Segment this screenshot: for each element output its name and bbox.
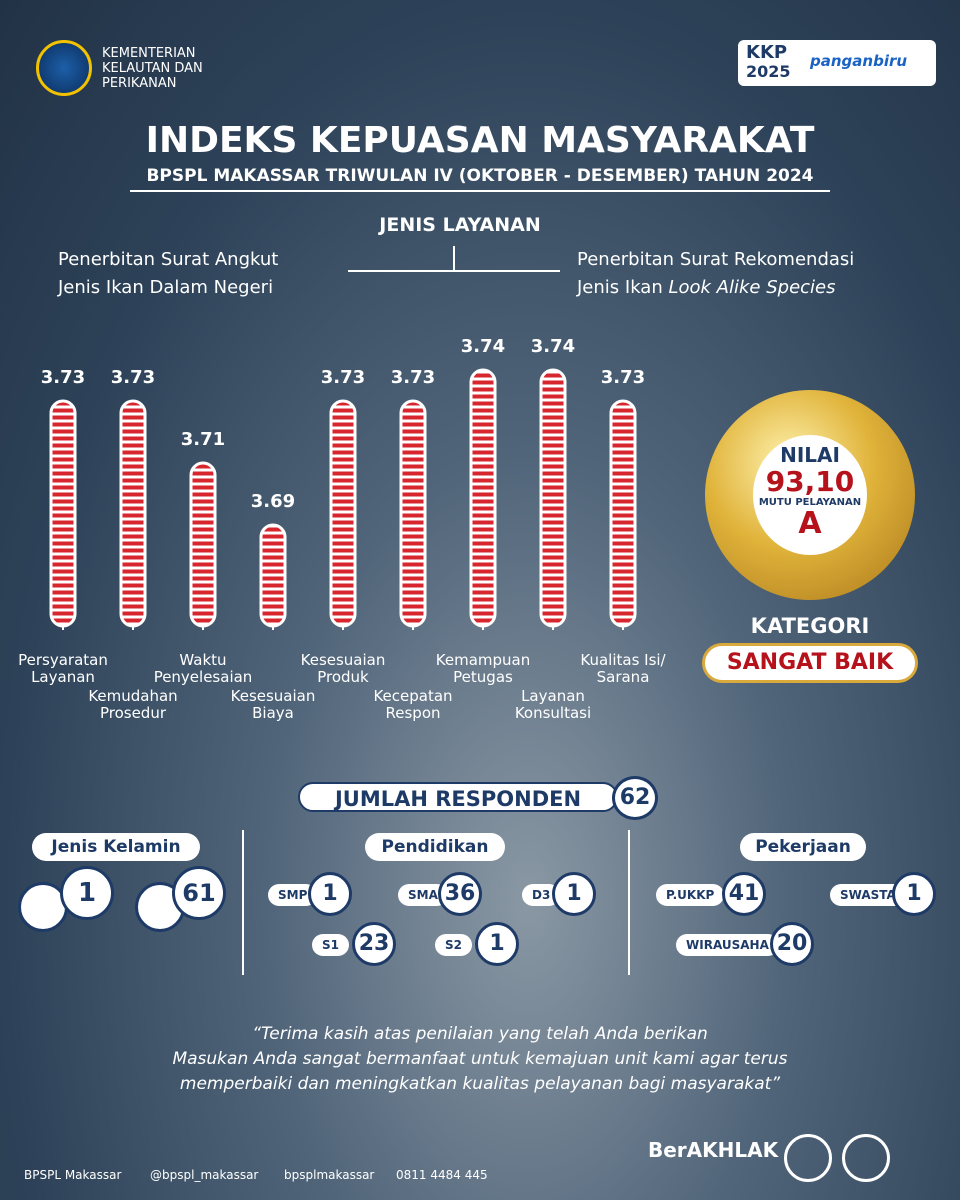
quality-label: MUTU PELAYANAN — [758, 497, 862, 508]
quote: “Terima kasih atas penilaian yang telah … — [0, 1022, 960, 1097]
bar-chart: 3.73 3.73 3.71 3.69 3.73 3.73 3.74 3.74 3.73 — [41, 336, 645, 630]
score-medal: NILAI 93,10 MUTU PELAYANAN A — [705, 390, 915, 600]
divider — [348, 270, 560, 272]
value-label: 3.73 — [111, 367, 155, 388]
score-inner: NILAI 93,10 MUTU PELAYANAN A — [753, 435, 867, 555]
score-value: 93,10 — [765, 465, 855, 498]
value-label: 3.73 — [41, 367, 85, 388]
logo-text: 2025 — [746, 62, 791, 81]
group-title: Jenis Kelamin — [32, 833, 200, 861]
service-left: Penerbitan Surat Angkut Jenis Ikan Dalam… — [58, 246, 278, 302]
divider — [628, 830, 630, 975]
respondents-total: 62 — [612, 776, 658, 820]
item-name: D3 — [522, 884, 561, 906]
category-label: Waktu Penyelesaian — [153, 651, 253, 686]
group-title: Pekerjaan — [740, 833, 866, 861]
quote-line: “Terima kasih atas penilaian yang telah … — [252, 1024, 708, 1044]
instagram: bpsplmakassar — [284, 1168, 375, 1182]
value-label: 3.69 — [251, 491, 295, 512]
quote-line: Masukan Anda sangat bermanfaat untuk kem… — [172, 1049, 788, 1069]
whatsapp: 0811 4484 445 — [396, 1168, 488, 1182]
service-heading: JENIS LAYANAN — [379, 214, 541, 236]
category-label: Kemampuan Petugas — [435, 651, 531, 686]
bar — [399, 399, 427, 628]
facebook: BPSPL Makassar — [24, 1168, 122, 1182]
logo-text: KKP — [746, 42, 788, 63]
service-line: Penerbitan Surat Angkut — [58, 249, 279, 270]
item-count: 23 — [352, 922, 396, 966]
bar — [189, 461, 217, 628]
category-label: Kemudahan Prosedur — [88, 687, 178, 722]
ministry-line: KEMENTERIAN — [102, 46, 196, 61]
category-label: Persyaratan Layanan — [18, 651, 108, 686]
value-label: 3.73 — [391, 367, 435, 388]
bar — [539, 368, 567, 628]
respondents-label: JUMLAH RESPONDEN — [298, 782, 618, 812]
item-count: 1 — [552, 872, 596, 916]
logo-text: panganbiru — [810, 52, 908, 70]
ministry-line: KELAUTAN DAN — [102, 61, 203, 76]
value-label: 3.71 — [181, 429, 225, 450]
item-name: S1 — [312, 934, 349, 956]
item-count: 1 — [892, 872, 936, 916]
item-count: 36 — [438, 872, 482, 916]
value-label: 3.74 — [461, 336, 505, 357]
category-label: Layanan Konsultasi — [514, 687, 592, 722]
bar — [49, 399, 77, 628]
title: INDEKS KEPUASAN MASYARAKAT — [145, 120, 815, 161]
ministry-line: PERIKANAN — [102, 76, 177, 91]
bar — [469, 368, 497, 628]
divider — [242, 830, 244, 975]
category-label: Kecepatan Respon — [373, 687, 453, 722]
ministry-name: KEMENTERIAN KELAUTAN DAN PERIKANAN — [102, 46, 203, 91]
category-label: Kesesuaian Produk — [300, 651, 386, 686]
group-title: Pendidikan — [365, 833, 505, 861]
item-name: WIRAUSAHA — [676, 934, 779, 956]
item-count: 41 — [722, 872, 766, 916]
score-label: NILAI — [780, 443, 840, 467]
bar — [609, 399, 637, 628]
item-count: 1 — [475, 922, 519, 966]
female-count: 1 — [60, 866, 114, 920]
item-count: 1 — [308, 872, 352, 916]
item-name: SMP — [268, 884, 318, 906]
category: SANGAT BAIK — [702, 643, 918, 683]
grade: A — [798, 506, 822, 541]
service-right: Penerbitan Surat Rekomendasi Jenis Ikan … — [577, 246, 854, 302]
bar — [259, 523, 287, 628]
value-label: 3.73 — [321, 367, 365, 388]
item-count: 20 — [770, 922, 814, 966]
bar — [119, 399, 147, 628]
ministry-logo — [36, 40, 92, 96]
quote-line: memperbaiki dan meningkatkan kualitas pe… — [179, 1074, 781, 1094]
item-name: SWASTA — [830, 884, 906, 906]
value-label: 3.73 — [601, 367, 645, 388]
item-name: P.UKKP — [656, 884, 725, 906]
item-name: SMA — [398, 884, 448, 906]
partner-logos: KKP 2025 panganbiru — [738, 40, 936, 86]
category-label: Kualitas Isi/ Sarana — [580, 651, 666, 686]
item-name: S2 — [435, 934, 472, 956]
x-handle: @bpspl_makassar — [150, 1168, 259, 1182]
subtitle: BPSPL MAKASSAR TRIWULAN IV (OKTOBER - DE… — [130, 166, 830, 192]
divider — [453, 246, 455, 270]
service-line: Jenis Ikan Dalam Negeri — [58, 277, 274, 298]
service-line: Look Alike Species — [668, 277, 836, 298]
service-line: Penerbitan Surat Rekomendasi — [577, 249, 855, 270]
male-count: 61 — [172, 866, 226, 920]
brand: BerAKHLAK — [648, 1138, 779, 1162]
bar — [329, 399, 357, 628]
category-label: KATEGORI — [750, 614, 870, 638]
value-label: 3.74 — [531, 336, 575, 357]
category-label: Kesesuaian Biaya — [230, 687, 316, 722]
service-line: Jenis Ikan — [577, 277, 663, 298]
iso-badge — [842, 1134, 890, 1182]
iso-badge — [784, 1134, 832, 1182]
